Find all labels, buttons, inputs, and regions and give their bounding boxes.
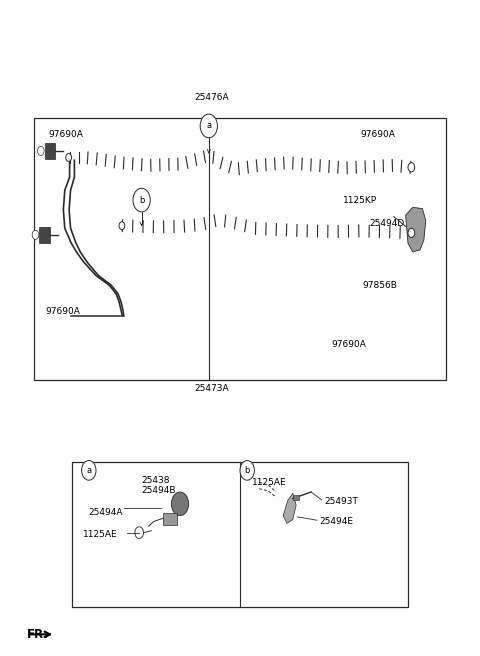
Bar xyxy=(39,227,50,243)
Text: 25473A: 25473A xyxy=(194,384,228,393)
Text: 25438: 25438 xyxy=(142,476,170,485)
Text: a: a xyxy=(206,121,211,131)
Circle shape xyxy=(135,527,144,539)
Text: 97856B: 97856B xyxy=(362,281,397,290)
Polygon shape xyxy=(283,493,296,523)
Bar xyxy=(293,495,299,500)
Circle shape xyxy=(32,230,39,239)
Text: 97690A: 97690A xyxy=(48,130,83,139)
Circle shape xyxy=(133,188,150,212)
Circle shape xyxy=(119,222,125,230)
Circle shape xyxy=(171,492,189,516)
Text: 97690A: 97690A xyxy=(46,307,81,316)
Text: 25493T: 25493T xyxy=(324,497,358,506)
Text: 97690A: 97690A xyxy=(360,130,395,139)
Bar xyxy=(34,118,446,380)
Text: FR.: FR. xyxy=(26,628,48,641)
Circle shape xyxy=(66,154,72,161)
Circle shape xyxy=(82,461,96,480)
Text: 25494D: 25494D xyxy=(370,218,405,228)
Text: b: b xyxy=(139,195,144,205)
Circle shape xyxy=(37,146,44,155)
Text: 1125AE: 1125AE xyxy=(83,530,117,539)
Text: b: b xyxy=(244,466,250,475)
Text: 25494A: 25494A xyxy=(89,508,123,518)
Bar xyxy=(163,513,177,525)
Text: a: a xyxy=(86,466,91,475)
Text: 1125AE: 1125AE xyxy=(252,478,287,487)
Bar xyxy=(45,143,55,159)
Bar xyxy=(72,462,408,607)
Circle shape xyxy=(408,163,415,172)
Polygon shape xyxy=(406,207,426,252)
Circle shape xyxy=(408,228,415,237)
Text: 25476A: 25476A xyxy=(194,92,228,102)
Text: 97690A: 97690A xyxy=(331,340,366,349)
Text: 1125KP: 1125KP xyxy=(343,195,377,205)
Text: 25494E: 25494E xyxy=(319,517,353,526)
Circle shape xyxy=(240,461,254,480)
Text: 25494B: 25494B xyxy=(142,485,176,495)
Circle shape xyxy=(200,114,217,138)
